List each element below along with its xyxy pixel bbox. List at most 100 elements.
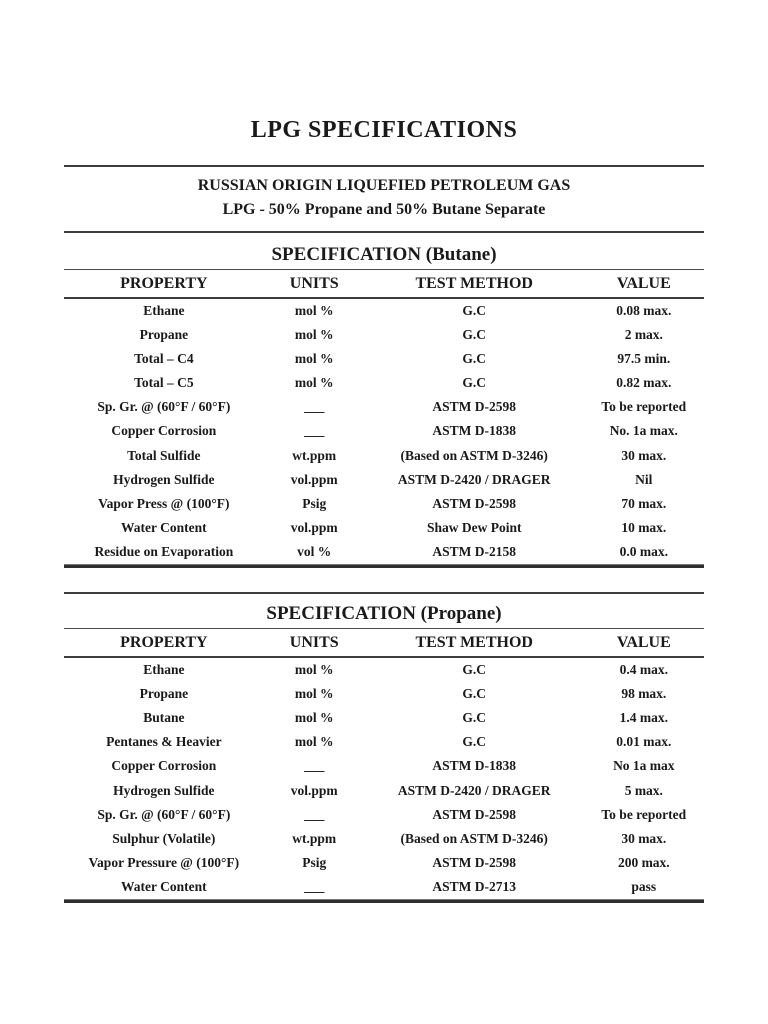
table-cell: 97.5 min. <box>617 351 671 367</box>
table-cell: Hydrogen Sulfide <box>113 471 215 487</box>
table-cell: wt.ppm <box>292 830 337 846</box>
table-cell: Propane <box>139 327 189 343</box>
table-cell: ___ <box>304 806 325 822</box>
table-cell: vol.ppm <box>290 471 338 487</box>
table-cell: 2 max. <box>624 327 663 343</box>
table-row: Residue on Evaporation vol % ASTM D-2158 0.… <box>64 540 704 564</box>
table-cell: Water Content <box>121 878 207 894</box>
table-cell: mol % <box>294 734 334 750</box>
divider <box>64 656 704 659</box>
table-row: Sp. Gr. @ (60°F / 60°F) ___ ASTM D-2598 To … <box>64 803 704 827</box>
table-row: Total – C4 mol % G.C 97.5 min. <box>64 347 704 371</box>
table-cell: mol % <box>294 303 334 318</box>
table-row: Propane mol % G.C 98 max. <box>64 682 704 706</box>
table-cell: mol % <box>294 662 334 678</box>
table-cell: (Based on ASTM D-3246) <box>400 447 548 463</box>
table-cell: G.C <box>462 327 487 343</box>
table-row: Pentanes & Heavier mol % G.C 0.01 max. <box>64 730 704 754</box>
table-cell: ASTM D-2598 <box>432 495 517 511</box>
table-row: Water Content vol.ppm Shaw Dew Point 10 max… <box>64 516 704 540</box>
table-cell: G.C <box>462 303 487 318</box>
table-header-row: PROPERTY UNITS TEST METHOD VALUE <box>64 270 704 297</box>
table-cell: 70 max. <box>621 495 667 511</box>
table-cell: Copper Corrosion <box>111 758 217 774</box>
table-cell: ___ <box>304 423 325 439</box>
table-cell: mol % <box>294 375 334 391</box>
table-cell: Sp. Gr. @ (60°F / 60°F) <box>97 806 231 822</box>
table-bottom-rule <box>64 898 704 903</box>
divider <box>64 165 704 167</box>
table-cell: ASTM D-2598 <box>432 399 517 415</box>
table-row: Sulphur (Volatile) wt.ppm (Based on ASTM D… <box>64 827 704 851</box>
table-row: Vapor Pressure @ (100°F) Psig ASTM D-2598 2… <box>64 851 704 875</box>
table-cell: wt.ppm <box>292 447 337 463</box>
table-body: Ethane mol % G.C 0.4 max. Propane mol % G.C 98 … <box>64 658 704 899</box>
table-cell: mol % <box>294 351 334 367</box>
table-cell: Ethane <box>143 303 185 318</box>
column-header: TEST METHOD <box>415 634 533 652</box>
column-header: VALUE <box>616 634 671 652</box>
table-cell: Sulphur (Volatile) <box>112 830 216 846</box>
divider <box>64 269 704 270</box>
table-cell: ___ <box>304 399 325 415</box>
column-header: PROPERTY <box>120 275 208 292</box>
table-cell: G.C <box>462 686 487 702</box>
table-cell: Total – C4 <box>134 351 194 367</box>
table-cell: G.C <box>462 375 487 391</box>
table-cell: vol.ppm <box>290 782 338 798</box>
table-cell: 98 max. <box>621 686 667 702</box>
table-row: Total – C5 mol % G.C 0.82 max. <box>64 371 704 395</box>
table-cell: ASTM D-2713 <box>432 878 517 894</box>
table-cell: No 1a max <box>613 758 675 774</box>
table-cell: Hydrogen Sulfide <box>113 782 215 798</box>
table-cell: Propane <box>139 686 189 702</box>
column-header: TEST METHOD <box>415 275 533 292</box>
table-header-row: PROPERTY UNITS TEST METHOD VALUE <box>64 629 704 656</box>
column-header: UNITS <box>289 275 339 292</box>
table-cell: Butane <box>143 710 185 726</box>
table-cell: G.C <box>462 662 487 678</box>
table-cell: ASTM D-2420 / DRAGER <box>397 471 551 487</box>
subtitle-line-1: RUSSIAN ORIGIN LIQUEFIED PETROLEUM GAS <box>197 177 571 194</box>
table-cell: 0.0 max. <box>619 543 668 559</box>
table-cell: 10 max. <box>621 519 667 535</box>
subtitle-line-2: LPG - 50% Propane and 50% Butane Separat… <box>222 201 546 218</box>
table-cell: Vapor Press @ (100°F) <box>98 495 230 511</box>
divider <box>64 592 704 595</box>
table-row: Total Sulfide wt.ppm (Based on ASTM D-3246… <box>64 444 704 468</box>
table-cell: 0.4 max. <box>619 662 668 678</box>
table-cell: 5 max. <box>624 782 663 798</box>
divider <box>64 231 704 233</box>
column-header: UNITS <box>289 634 339 652</box>
table-cell: ASTM D-2158 <box>432 543 517 559</box>
spec-section-propane: SPECIFICATION (Propane) PROPERTY UNITS TES… <box>64 600 704 903</box>
divider <box>64 628 704 630</box>
table-bottom-rule <box>64 564 704 569</box>
table-body: Ethane mol % G.C 0.08 max. Propane mol % G.C 2 … <box>64 299 704 564</box>
table-row: Butane mol % G.C 1.4 max. <box>64 706 704 730</box>
column-header: PROPERTY <box>120 634 208 652</box>
section-title-propane: SPECIFICATION (Propane) <box>266 603 502 625</box>
table-cell: mol % <box>294 710 334 726</box>
table-cell: 1.4 max. <box>619 710 668 726</box>
table-cell: Total – C5 <box>134 375 194 391</box>
table-cell: ASTM D-2420 / DRAGER <box>397 782 551 798</box>
table-cell: ___ <box>304 758 325 774</box>
table-cell: Psig <box>302 854 327 870</box>
table-cell: mol % <box>294 686 334 702</box>
divider <box>64 297 704 299</box>
table-cell: Water Content <box>121 519 207 535</box>
table-row: Water Content ___ ASTM D-2713 pass <box>64 875 704 899</box>
table-cell: Copper Corrosion <box>111 423 217 439</box>
table-cell: mol % <box>294 327 334 343</box>
table-cell: 0.01 max. <box>616 734 672 750</box>
table-row: Copper Corrosion ___ ASTM D-1838 No. 1a max… <box>64 419 704 443</box>
table-row: Propane mol % G.C 2 max. <box>64 323 704 347</box>
table-cell: G.C <box>462 351 487 367</box>
table-cell: Nil <box>635 471 653 487</box>
table-cell: To be reported <box>601 806 687 822</box>
page-title: LPG SPECIFICATIONS <box>250 117 518 143</box>
table-row: Vapor Press @ (100°F) Psig ASTM D-2598 70 m… <box>64 492 704 516</box>
table-cell: 0.82 max. <box>616 375 672 391</box>
spec-section-butane: SPECIFICATION (Butane) PROPERTY UNITS TEST… <box>64 241 704 569</box>
